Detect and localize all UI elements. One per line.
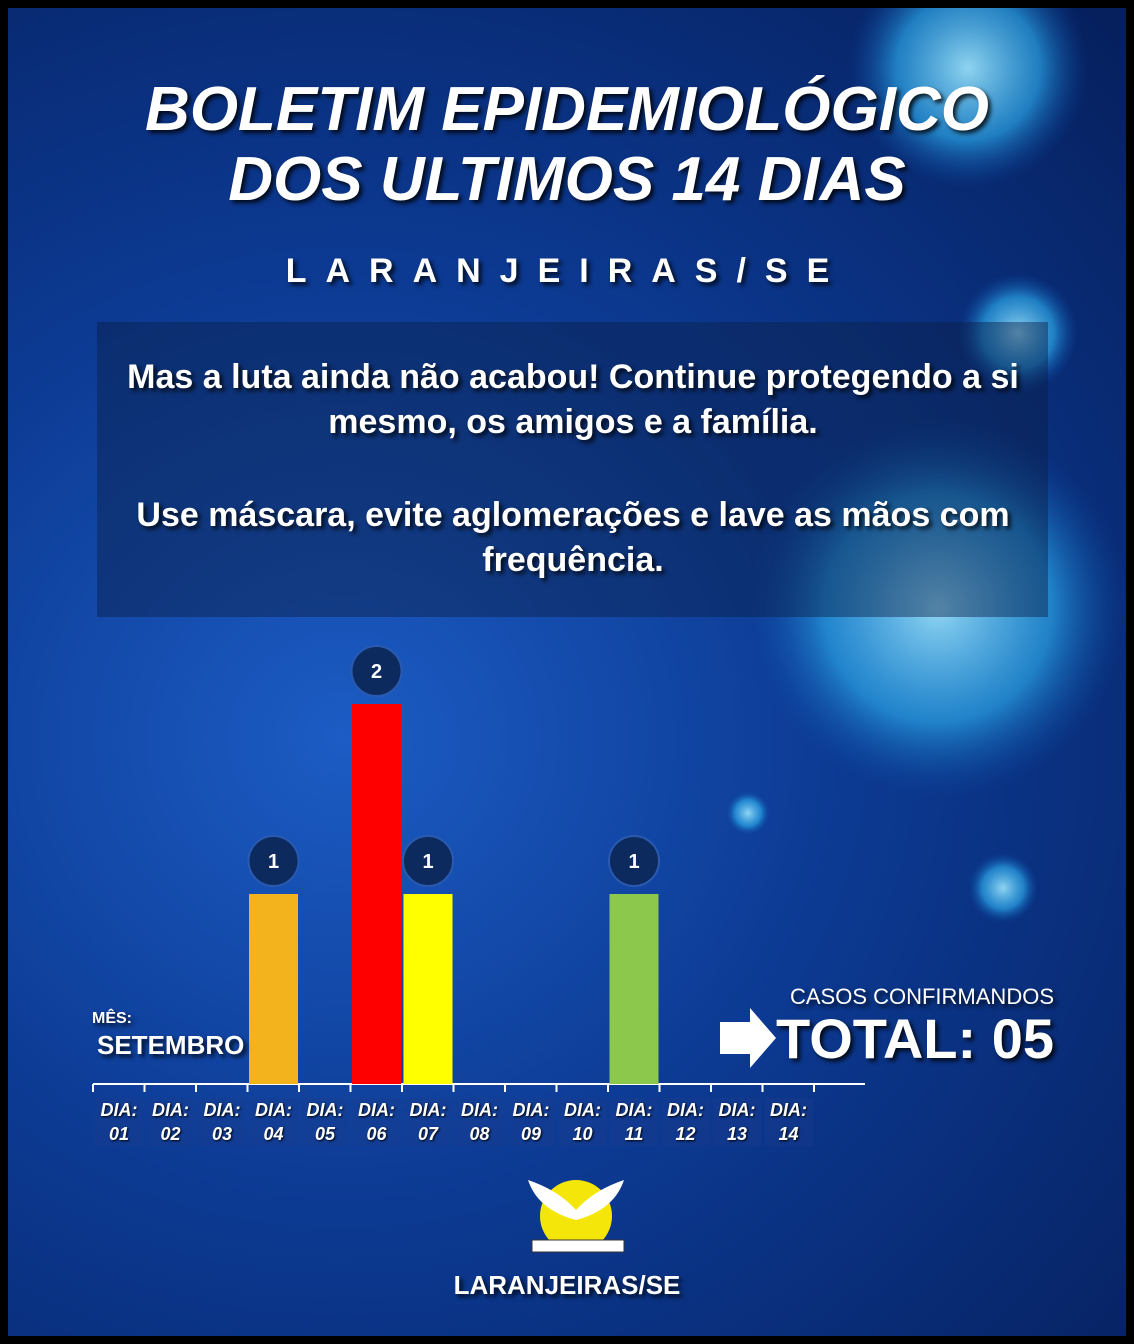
- logo: [528, 1180, 624, 1252]
- x-tick-label: DIA: 10: [559, 1098, 607, 1146]
- value-label: 1: [628, 851, 639, 873]
- x-tick-label: DIA: 04: [250, 1098, 298, 1146]
- month-label: MÊS:: [92, 1010, 132, 1028]
- title: DOS ULTIMOS 14 DIAS: [8, 144, 1126, 215]
- total: TOTAL: 05: [776, 1006, 1054, 1071]
- title: BOLETIM EPIDEMIOLÓGICO: [8, 74, 1126, 145]
- value-label: 1: [422, 851, 433, 873]
- x-tick-label: DIA: 08: [456, 1098, 504, 1146]
- bar: [610, 894, 659, 1084]
- infographic: 1 2 1 1 BOLETIM EPIDEMIOLÓGICO DOS ULTIMOS …: [0, 0, 1134, 1344]
- month: SETEMBRO: [97, 1030, 244, 1061]
- virus-decoration: [726, 791, 770, 835]
- bar: [404, 894, 453, 1084]
- x-tick-label: DIA: 02: [147, 1098, 195, 1146]
- bar: [352, 704, 401, 1084]
- x-tick-label: DIA: 14: [765, 1098, 813, 1146]
- message: Mas a luta ainda não acabou! Continue pr…: [108, 355, 1038, 445]
- bar: [249, 894, 298, 1084]
- message: Use máscara, evite aglomerações e lave a…: [108, 493, 1038, 583]
- x-tick-label: DIA: 11: [610, 1098, 658, 1146]
- x-tick-label: DIA: 07: [404, 1098, 452, 1146]
- x-tick-label: DIA: 05: [301, 1098, 349, 1146]
- virus-decoration: [968, 853, 1038, 923]
- arrow-icon: [720, 1008, 776, 1068]
- value-label: 1: [268, 851, 279, 873]
- x-tick-label: DIA: 12: [662, 1098, 710, 1146]
- x-tick-label: DIA: 06: [353, 1098, 401, 1146]
- x-tick-label: DIA: 01: [95, 1098, 143, 1146]
- value-label: 2: [371, 661, 382, 683]
- x-tick-label: DIA: 09: [507, 1098, 555, 1146]
- footer: LARANJEIRAS/SE: [8, 1270, 1126, 1301]
- subtitle: LARANJEIRAS/SE: [8, 252, 1126, 291]
- x-tick-label: DIA: 03: [198, 1098, 246, 1146]
- x-tick-label: DIA: 13: [713, 1098, 761, 1146]
